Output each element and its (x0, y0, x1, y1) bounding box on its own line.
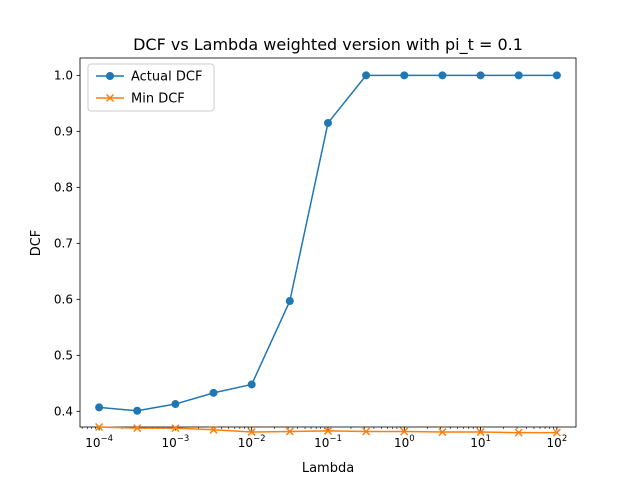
x-tick-label-base: 10 (394, 436, 409, 450)
marker-stroke (323, 426, 333, 435)
x-tick-label: 10−3 (161, 434, 189, 450)
x-tick-label-exponent: 2 (562, 434, 567, 444)
x-tick-label-base: 10 (238, 436, 253, 450)
y-tick-label: 0.4 (54, 405, 73, 419)
data-point-min-dcf (438, 428, 447, 437)
data-point-actual-dcf (476, 71, 485, 80)
x-tick-label: 10−4 (85, 434, 113, 450)
data-point-min-dcf (209, 425, 218, 434)
data-point-min-dcf (514, 428, 523, 437)
data-point-actual-dcf (171, 400, 180, 409)
x-tick-label-base: 10 (314, 436, 329, 450)
legend-label-actual-dcf: Actual DCF (131, 70, 202, 85)
data-point-actual-dcf (514, 71, 523, 80)
data-point-min-dcf (285, 427, 294, 436)
legend-marker-actual-dcf (106, 72, 114, 80)
x-tick-label-exponent: −2 (253, 434, 266, 444)
data-point-min-dcf (362, 427, 371, 436)
x-tick-label: 10−1 (314, 434, 342, 450)
y-axis-label: DCF (29, 230, 44, 257)
legend-label-min-dcf: Min DCF (131, 92, 185, 107)
x-tick-label-base: 10 (470, 436, 485, 450)
data-point-min-dcf (400, 427, 409, 436)
y-tick-label: 0.9 (54, 125, 73, 139)
x-tick-label: 100 (394, 434, 415, 450)
marker-stroke (476, 428, 485, 437)
y-tick-label: 0.7 (54, 237, 73, 251)
data-point-min-dcf (476, 428, 485, 437)
x-tick-label-base: 10 (85, 436, 100, 450)
x-tick-label-exponent: 0 (409, 434, 414, 444)
data-point-actual-dcf (552, 71, 561, 80)
marker-stroke (514, 428, 523, 437)
x-tick-label-exponent: −4 (100, 434, 113, 444)
marker-stroke (105, 93, 115, 103)
legend-marker-min-dcf (105, 93, 115, 103)
data-point-actual-dcf (323, 118, 332, 127)
data-point-min-dcf (247, 428, 256, 437)
chart-title: DCF vs Lambda weighted version with pi_t… (133, 35, 523, 55)
data-point-actual-dcf (400, 71, 409, 80)
marker-stroke (133, 424, 142, 433)
data-point-actual-dcf (438, 71, 447, 80)
x-tick-label-exponent: −1 (329, 434, 342, 444)
x-tick-label: 101 (470, 434, 491, 450)
data-point-actual-dcf (362, 71, 371, 80)
x-tick-label: 102 (547, 434, 568, 450)
marker-stroke (552, 428, 561, 437)
x-tick-label-exponent: 1 (486, 434, 491, 444)
data-point-actual-dcf (209, 388, 218, 397)
marker-stroke (438, 428, 447, 437)
y-tick-label: 0.6 (54, 293, 73, 307)
marker-stroke (285, 427, 294, 436)
x-tick-label-base: 10 (161, 436, 176, 450)
marker-stroke (362, 427, 371, 436)
data-point-actual-dcf (133, 406, 142, 415)
x-tick-label-base: 10 (547, 436, 562, 450)
data-point-actual-dcf (285, 297, 294, 306)
data-point-min-dcf (552, 428, 561, 437)
data-point-min-dcf (133, 424, 142, 433)
data-point-min-dcf (323, 426, 333, 435)
marker-stroke (171, 424, 180, 433)
x-tick-label-exponent: −3 (177, 434, 190, 444)
data-point-min-dcf (95, 422, 104, 432)
data-point-actual-dcf (247, 380, 256, 389)
marker-stroke (209, 425, 218, 434)
marker-stroke (400, 427, 409, 436)
marker-stroke (95, 422, 104, 432)
y-tick-label: 1.0 (54, 69, 73, 83)
x-tick-label: 10−2 (238, 434, 266, 450)
x-axis-label: Lambda (302, 461, 354, 476)
data-point-actual-dcf (95, 403, 104, 412)
y-tick-label: 0.5 (54, 349, 73, 363)
marker-stroke (247, 428, 256, 437)
data-point-min-dcf (171, 424, 180, 433)
y-tick-label: 0.8 (54, 181, 73, 195)
plot-area: 10−4 10−3 10−2 10−1 100 101 1020.40.50.60.70.8… (54, 57, 577, 450)
